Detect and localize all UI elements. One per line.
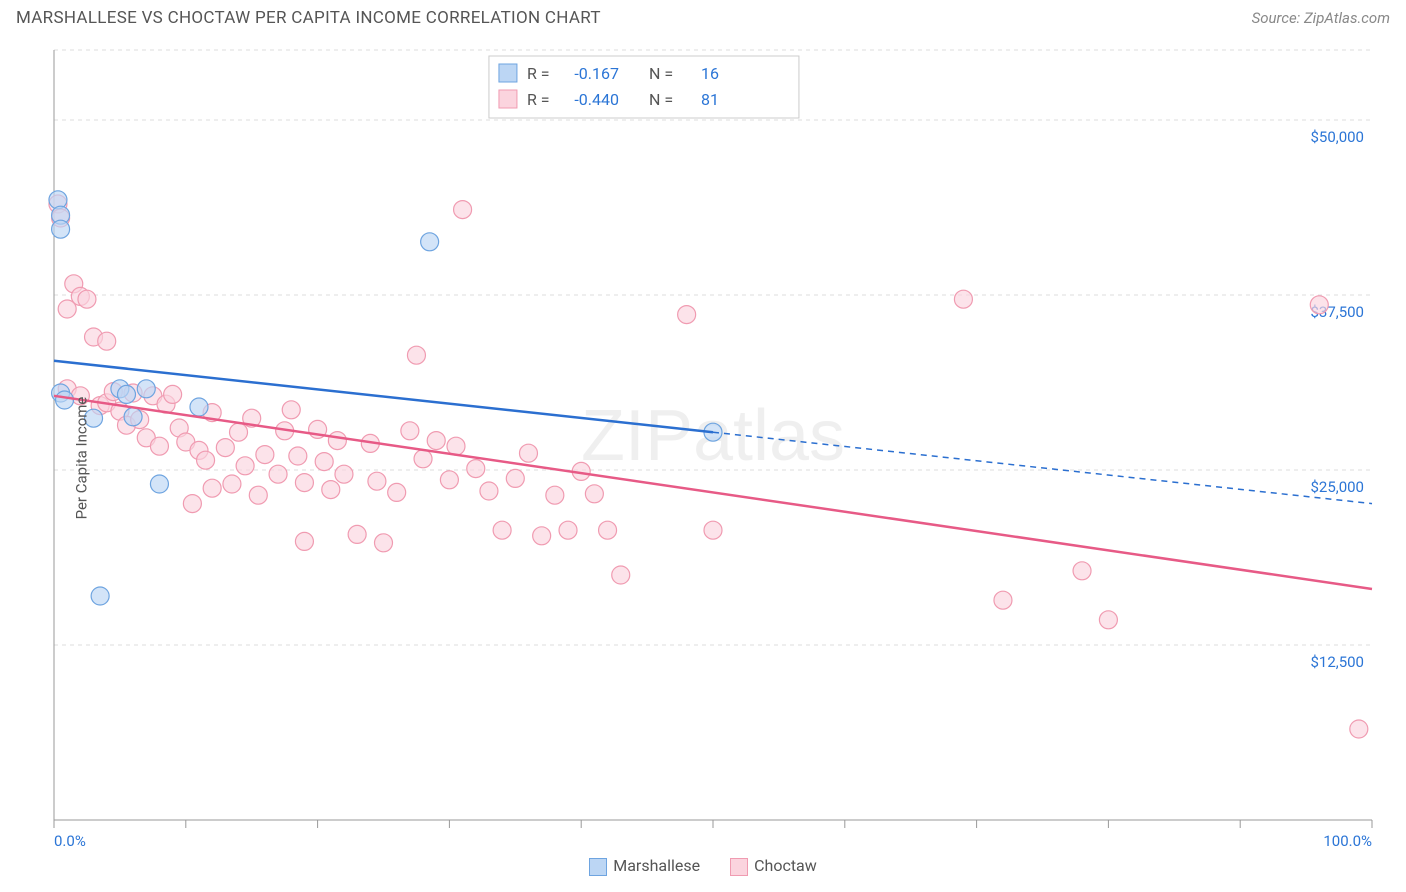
scatter-point	[427, 432, 445, 450]
scatter-point	[236, 457, 254, 475]
legend-swatch	[499, 90, 517, 108]
scatter-point	[599, 521, 617, 539]
legend-n-value: 81	[701, 90, 719, 109]
scatter-point	[401, 422, 419, 440]
scatter-point	[335, 465, 353, 483]
scatter-point	[282, 401, 300, 419]
scatter-point	[678, 306, 696, 324]
y-tick-label: $12,500	[1310, 653, 1364, 671]
scatter-point	[197, 451, 215, 469]
scatter-point	[1310, 296, 1328, 314]
scatter-point	[58, 300, 76, 318]
scatter-point	[368, 472, 386, 490]
scatter-point	[164, 385, 182, 403]
legend-swatch	[589, 858, 607, 876]
scatter-point	[407, 346, 425, 364]
scatter-point	[1073, 562, 1091, 580]
scatter-point	[612, 566, 630, 584]
scatter-point	[190, 398, 208, 416]
scatter-point	[348, 525, 366, 543]
scatter-point	[506, 469, 524, 487]
legend-swatch	[499, 64, 517, 82]
legend-n-label: N =	[649, 64, 673, 83]
scatter-point	[249, 486, 267, 504]
scatter-point	[203, 479, 221, 497]
scatter-point	[1350, 720, 1368, 738]
y-tick-label: $25,000	[1310, 478, 1364, 496]
scatter-point	[117, 385, 135, 403]
bottom-legend-item: Choctaw	[730, 856, 817, 876]
scatter-point	[150, 475, 168, 493]
legend-r-label: R =	[527, 90, 550, 109]
bottom-legend-item: Marshallese	[589, 856, 700, 876]
scatter-point	[421, 233, 439, 251]
scatter-point	[183, 495, 201, 513]
scatter-point	[328, 432, 346, 450]
scatter-point	[269, 465, 287, 483]
legend-n-value: 16	[701, 64, 719, 83]
scatter-point	[480, 482, 498, 500]
scatter-point	[256, 446, 274, 464]
legend-label: Marshallese	[613, 856, 700, 875]
scatter-point	[533, 527, 551, 545]
scatter-point	[315, 453, 333, 471]
scatter-point	[375, 534, 393, 552]
scatter-point	[519, 444, 537, 462]
scatter-point	[230, 423, 248, 441]
scatter-point	[493, 521, 511, 539]
scatter-point	[994, 591, 1012, 609]
scatter-point	[91, 587, 109, 605]
scatter-point	[78, 290, 96, 308]
scatter-point	[546, 486, 564, 504]
scatter-point	[150, 437, 168, 455]
scatter-point	[98, 332, 116, 350]
scatter-point	[704, 521, 722, 539]
bottom-legend: Marshallese Choctaw	[16, 856, 1390, 876]
scatter-point	[467, 460, 485, 478]
scatter-point	[124, 408, 142, 426]
scatter-point	[56, 391, 74, 409]
scatter-point	[216, 439, 234, 457]
chart-title: MARSHALLESE VS CHOCTAW PER CAPITA INCOME…	[16, 8, 601, 28]
scatter-point	[322, 481, 340, 499]
legend-r-value: -0.440	[574, 90, 619, 109]
scatter-point	[585, 485, 603, 503]
legend-swatch	[730, 858, 748, 876]
scatter-point	[447, 437, 465, 455]
scatter-point	[414, 450, 432, 468]
y-tick-label: $50,000	[1310, 128, 1364, 146]
correlation-chart: $12,500$25,000$37,500$50,0000.0%100.0%ZI…	[16, 40, 1390, 876]
scatter-point	[295, 532, 313, 550]
legend-r-value: -0.167	[574, 64, 619, 83]
chart-source: Source: ZipAtlas.com	[1252, 9, 1390, 27]
x-tick-label: 0.0%	[54, 832, 86, 850]
scatter-point	[454, 201, 472, 219]
scatter-point	[1099, 611, 1117, 629]
legend-n-label: N =	[649, 90, 673, 109]
scatter-point	[559, 521, 577, 539]
scatter-point	[388, 483, 406, 501]
legend-r-label: R =	[527, 64, 550, 83]
scatter-point	[223, 475, 241, 493]
scatter-point	[137, 380, 155, 398]
scatter-point	[954, 290, 972, 308]
scatter-point	[295, 474, 313, 492]
x-tick-label: 100.0%	[1323, 832, 1372, 850]
legend-label: Choctaw	[754, 856, 817, 875]
scatter-point	[289, 447, 307, 465]
scatter-point	[52, 220, 70, 238]
scatter-point	[440, 471, 458, 489]
y-axis-label: Per Capita Income	[72, 397, 90, 520]
